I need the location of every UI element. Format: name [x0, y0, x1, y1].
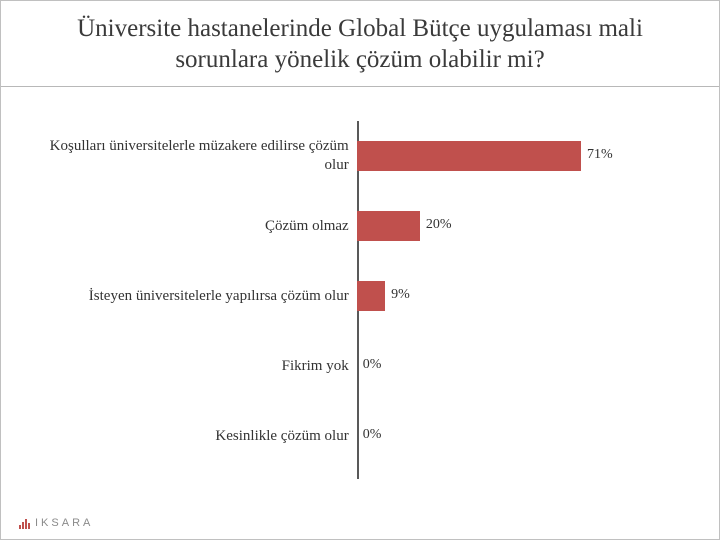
chart-row: Fikrim yok 0%: [31, 331, 689, 401]
category-label: Kesinlikle çözüm olur: [37, 427, 357, 446]
logo-bar: [25, 519, 27, 529]
slide-title: Üniversite hastanelerinde Global Bütçe u…: [29, 13, 691, 76]
category-label: Fikrim yok: [37, 357, 357, 376]
value-label: 0%: [363, 427, 382, 443]
category-label: Çözüm olmaz: [37, 217, 357, 236]
chart-row: Çözüm olmaz 20%: [31, 191, 689, 261]
value-label: 71%: [587, 147, 613, 163]
category-label: İsteyen üniversitelerle yapılırsa çözüm …: [37, 287, 357, 306]
logo-bar: [28, 523, 30, 529]
title-container: Üniversite hastanelerinde Global Bütçe u…: [1, 1, 719, 87]
bar-chart: Koşulları üniversitelerle müzakere edili…: [31, 121, 689, 479]
slide-frame: Üniversite hastanelerinde Global Bütçe u…: [0, 0, 720, 540]
bar: [357, 141, 581, 171]
category-label: Koşulları üniversitelerle müzakere edili…: [37, 137, 357, 175]
logo-bars-icon: [19, 519, 30, 529]
logo-bar: [22, 522, 24, 529]
chart-row: Koşulları üniversitelerle müzakere edili…: [31, 121, 689, 191]
chart-row: Kesinlikle çözüm olur 0%: [31, 401, 689, 471]
bar: [357, 211, 420, 241]
logo-text: IKSARA: [35, 517, 93, 529]
logo-bar: [19, 525, 21, 529]
value-label: 20%: [426, 217, 452, 233]
value-label: 0%: [363, 357, 382, 373]
logo: IKSARA: [19, 517, 93, 529]
value-label: 9%: [391, 287, 410, 303]
chart-row: İsteyen üniversitelerle yapılırsa çözüm …: [31, 261, 689, 331]
bar: [357, 281, 385, 311]
